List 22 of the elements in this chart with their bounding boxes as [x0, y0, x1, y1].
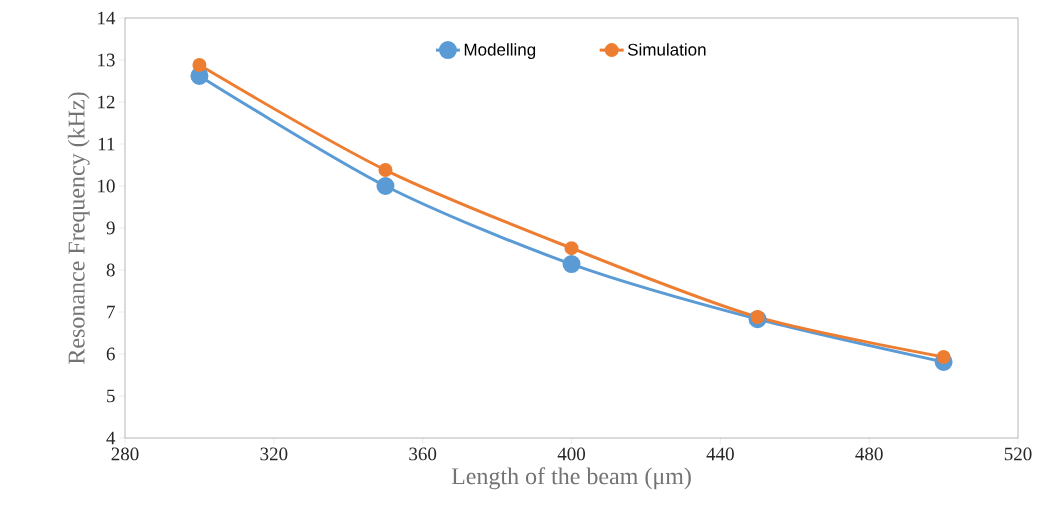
- x-tick-label: 440: [706, 447, 734, 461]
- y-tick-label: 12: [98, 95, 115, 109]
- y-tick-label: 13: [98, 53, 115, 67]
- y-tick-label: 8: [106, 263, 115, 277]
- x-tick-label: 280: [111, 447, 139, 461]
- x-axis-title: Length of the beam (μm): [451, 467, 691, 490]
- y-tick-label: 11: [98, 137, 115, 151]
- x-tick-label: 480: [855, 447, 883, 461]
- y-tick-label: 4: [106, 431, 116, 445]
- x-tick-label: 320: [260, 447, 288, 461]
- y-tick-label: 14: [98, 11, 116, 25]
- x-tick-label: 520: [1004, 447, 1032, 461]
- x-tick-label: 360: [409, 447, 437, 461]
- legend-label: Simulation: [627, 43, 706, 56]
- y-tick-label: 10: [98, 179, 115, 193]
- x-tick-label: 400: [557, 447, 586, 461]
- y-tick-label: 6: [106, 347, 115, 361]
- y-tick-label: 5: [107, 389, 115, 403]
- legend-label: Modelling: [464, 43, 536, 60]
- y-tick-label: 7: [107, 305, 115, 319]
- y-axis-title: Resonance Frequency (kHz): [67, 92, 90, 364]
- y-tick-label: 9: [106, 221, 115, 235]
